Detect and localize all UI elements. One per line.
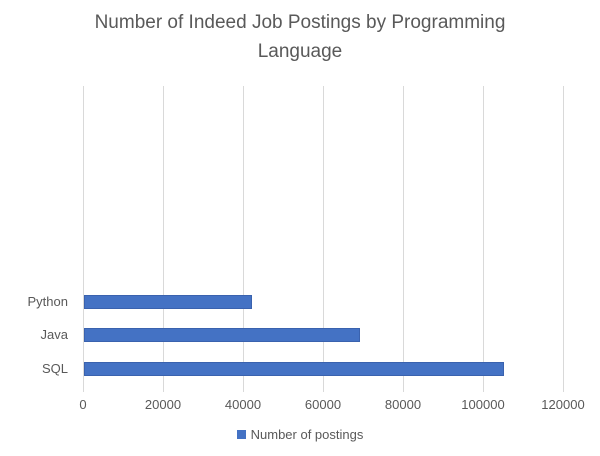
bar-python — [84, 295, 252, 309]
gridline — [163, 86, 164, 392]
x-tick-label-100000: 100000 — [461, 397, 505, 412]
category-label-python: Python — [27, 294, 68, 309]
plot-area — [83, 86, 564, 392]
legend-label: Number of postings — [250, 427, 364, 442]
x-tick-label-120000: 120000 — [541, 397, 585, 412]
x-tick-label-20000: 20000 — [144, 397, 182, 412]
legend: Number of postings — [0, 427, 600, 442]
gridline — [243, 86, 244, 392]
gridline — [403, 86, 404, 392]
x-tick-label-80000: 80000 — [384, 397, 422, 412]
category-label-sql: SQL — [41, 361, 68, 376]
chart-title-text: Number of Indeed Job Postings by Program… — [94, 12, 506, 62]
x-tick-label-40000: 40000 — [224, 397, 262, 412]
x-tick-label-0: 0 — [79, 397, 87, 412]
gridline — [83, 86, 84, 392]
gridline — [483, 86, 484, 392]
x-tick-label-60000: 60000 — [304, 397, 342, 412]
category-label-java: Java — [40, 327, 68, 342]
gridline — [563, 86, 564, 392]
legend-swatch-icon — [236, 430, 246, 439]
bar-java — [84, 328, 360, 342]
chart-title: Number of Indeed Job Postings by Program… — [0, 8, 600, 66]
bar-sql — [84, 362, 504, 376]
gridline — [323, 86, 324, 392]
